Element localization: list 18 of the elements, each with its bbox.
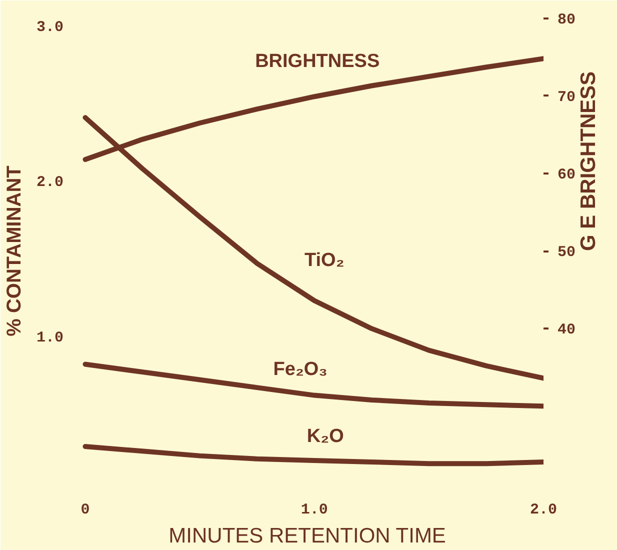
y2-tick-label: 40 (558, 322, 576, 339)
x-axis-title: MINUTES RETENTION TIME (168, 524, 446, 548)
y-tick-label: 2.0 (36, 174, 64, 192)
y2-axis-title: G E BRIGHTNESS (577, 71, 600, 251)
y2-tick-label: 50 (558, 244, 576, 261)
series-label: K₂O (306, 426, 344, 447)
y-tick-label: 3.0 (36, 19, 64, 36)
series-label: TiO₂ (304, 250, 344, 272)
y-tick-label: 1.0 (36, 329, 64, 346)
series-label: Fe₂O₃ (273, 358, 328, 380)
x-tick-label: 0 (80, 502, 90, 518)
series-label: BRIGHTNESS (255, 51, 380, 72)
y-axis-title: % CONTAMINANT (3, 166, 26, 336)
y2-tick-label: 60 (558, 166, 576, 184)
y2-tick-label: 70 (558, 88, 576, 106)
x-tick-label: 1.0 (300, 502, 328, 518)
x-tick-label: 2.0 (530, 502, 558, 518)
y2-tick-label: 80 (558, 11, 576, 28)
